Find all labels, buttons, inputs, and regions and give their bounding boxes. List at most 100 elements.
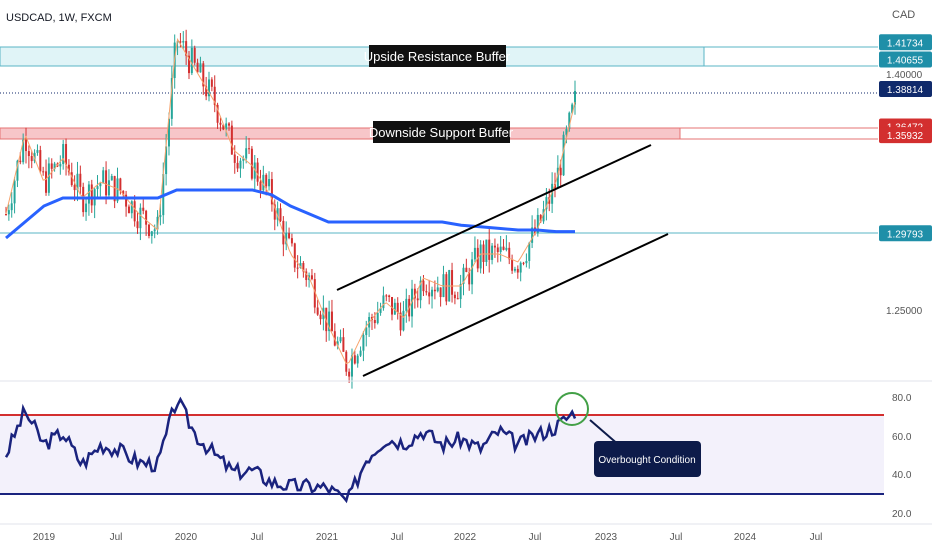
rsi-tick-label: 60.0 [892, 432, 912, 443]
currency-label: CAD [892, 9, 915, 21]
candle-body [436, 287, 439, 292]
candle-body [147, 224, 150, 236]
candle-body [482, 244, 485, 263]
candle-body [559, 167, 562, 176]
candle-body [256, 162, 259, 182]
callout-label: Overbought Condition [598, 455, 695, 466]
candle-body [265, 174, 268, 187]
candle-body [350, 355, 353, 377]
candle-body [574, 90, 576, 105]
candle-body [345, 351, 348, 372]
candle-body [242, 158, 245, 161]
candle-body [456, 298, 459, 300]
candle-body [233, 154, 236, 163]
candle-body [133, 201, 136, 222]
price-badge [879, 225, 932, 242]
candle-body [5, 214, 7, 215]
time-tick-label: Jul [110, 532, 123, 543]
candle-body [545, 197, 548, 210]
candle-body [190, 47, 193, 74]
candle-body [362, 335, 365, 351]
price-level-badges: 1.417341.406551.388141.364721.359321.297… [879, 34, 932, 242]
candle-body [228, 123, 231, 126]
candle-body [536, 214, 539, 234]
resistance-label: Upside Resistance Buffer [364, 49, 511, 64]
candle-body [210, 79, 213, 87]
time-tick-label: Jul [529, 532, 542, 543]
candle-body [385, 295, 388, 297]
price-badge-label: 1.41734 [887, 38, 924, 49]
candle-body [416, 298, 419, 301]
candle-body [116, 178, 119, 202]
time-tick-label: 2023 [595, 532, 618, 543]
candle-body [62, 144, 65, 165]
candle-body [445, 274, 448, 302]
candle-body [488, 239, 491, 260]
candle-body [556, 167, 559, 188]
candle-body [22, 139, 25, 163]
candle-body [105, 170, 108, 196]
candle-body [70, 172, 73, 186]
candle-body [376, 312, 379, 324]
candle-body [19, 160, 22, 163]
candle-body [270, 179, 273, 205]
candle-body [248, 148, 251, 150]
candle-body [393, 302, 396, 315]
candle-body [208, 79, 211, 97]
candle-body [382, 295, 385, 309]
candle-body [419, 280, 422, 301]
candle-body [425, 291, 428, 293]
overbought-circle [555, 392, 589, 426]
candle-body [99, 183, 102, 187]
candle-body [551, 183, 554, 204]
candle-body [479, 244, 482, 269]
candle-body [342, 337, 345, 352]
candle-body [250, 148, 253, 179]
candle-body [25, 139, 28, 152]
candle-body [285, 233, 288, 245]
candle-body [50, 163, 53, 169]
candle-body [213, 86, 216, 105]
candle-body [316, 307, 319, 315]
candle-body [399, 312, 402, 331]
candle-body [356, 355, 359, 364]
candle-body [413, 288, 416, 299]
candle-body [508, 247, 511, 260]
candle-body [276, 208, 279, 220]
candle-body [85, 203, 88, 213]
candle-body [431, 289, 434, 297]
candle-body [568, 112, 571, 130]
candle-body [319, 314, 322, 320]
candle-body [496, 247, 499, 253]
candle-body [170, 78, 173, 119]
candle-body [7, 210, 10, 215]
candle-body [379, 308, 382, 313]
candle-body [388, 295, 391, 297]
candle-body [122, 190, 125, 195]
candle-body [73, 185, 76, 191]
support-label: Downside Support Buffer [369, 125, 514, 140]
candle-body [288, 233, 291, 239]
short-ma-line [5, 37, 576, 365]
candle-body [142, 207, 145, 211]
candle-body [310, 275, 313, 280]
candle-body [182, 41, 185, 43]
candle-body [505, 247, 508, 250]
candle-body [353, 355, 356, 364]
price-tick-label: 1.40000 [886, 70, 923, 81]
candle-body [150, 231, 153, 236]
candle-body [493, 245, 496, 248]
resistance-zone [0, 46, 705, 67]
price-badge [879, 51, 932, 68]
long-ma-line [5, 188, 575, 240]
time-tick-label: 2019 [33, 532, 56, 543]
candle-body [239, 160, 242, 169]
candle-body [268, 179, 271, 187]
candle-body [187, 55, 190, 74]
candle-body [433, 289, 436, 292]
time-tick-label: 2024 [734, 532, 757, 543]
candle-body [405, 298, 408, 311]
candle-body [328, 311, 331, 332]
candle-body [130, 201, 133, 214]
candle-body [513, 268, 516, 271]
